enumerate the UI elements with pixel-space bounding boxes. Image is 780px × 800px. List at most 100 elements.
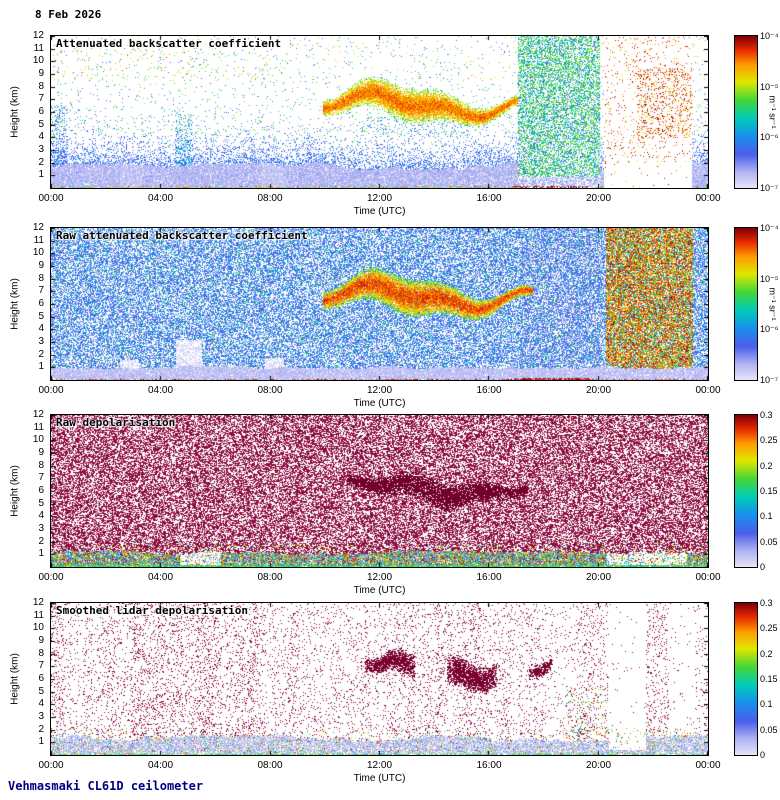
y-tick-label: 4 — [38, 510, 44, 522]
panel-raw-depolarisation: Height (km) 12 11 10 9 8 7 6 5 4 3 2 1 Raw depolari… — [0, 410, 780, 606]
colorbar-tick-label: 10⁻⁶ — [760, 132, 779, 143]
colorbar-canvas — [735, 36, 757, 188]
y-tick-label: 6 — [38, 673, 44, 684]
x-tick-label: 16:00 — [476, 193, 502, 204]
panel-title: Raw depolarisation — [56, 416, 176, 429]
colorbar-tick-label: 0.05 — [760, 724, 778, 735]
x-tick-label: 20:00 — [585, 385, 612, 396]
y-tick-label: 9 — [38, 635, 44, 646]
colorbar-tick-label: 10⁻⁵ — [760, 273, 779, 284]
x-tick-label: 00:00 — [38, 572, 64, 583]
colorbar-tick-labels: 10⁻⁴ 10⁻⁵ 10⁻⁶ 10⁻⁷ — [760, 224, 780, 385]
panel-title: Smoothed lidar depolarisation — [56, 604, 249, 617]
colorbar-tick-label: 0 — [760, 750, 766, 760]
y-tick-label: 5 — [38, 118, 44, 130]
colorbar — [734, 35, 758, 189]
panel-raw-attenuated-backscatter: Height (km) 12 11 10 9 8 7 6 5 4 3 2 1 Raw attenuat… — [0, 223, 780, 419]
y-tick-label: 1 — [38, 169, 44, 181]
y-tick-label: 8 — [38, 647, 44, 659]
colorbar-tick-label: 0.2 — [760, 460, 773, 471]
x-tick-label: 20:00 — [585, 572, 612, 583]
y-tick-label: 8 — [38, 272, 44, 284]
colorbar-tick-label: 0.15 — [760, 674, 778, 684]
colorbar-unit-label: m⁻¹ sr⁻¹ — [767, 287, 778, 321]
colorbar-tick-label: 0.05 — [760, 536, 778, 547]
y-tick-label: 5 — [38, 310, 44, 322]
y-axis-ticks: 12 11 10 9 8 7 6 5 4 3 2 1 — [0, 223, 46, 381]
x-tick-label: 20:00 — [585, 760, 612, 771]
y-tick-label: 10 — [32, 247, 44, 259]
heatmap-canvas-attenuated-backscatter — [51, 36, 708, 188]
x-tick-label: 04:00 — [147, 572, 174, 583]
colorbar-tick-label: 0.25 — [760, 623, 778, 634]
x-axis-label: Time (UTC) — [353, 773, 406, 784]
panel-smoothed-depolarisation: Height (km) 12 11 10 9 8 7 6 5 4 3 2 1 Smoothed lid… — [0, 598, 780, 794]
x-axis-label: Time (UTC) — [353, 206, 406, 217]
x-tick-label: 12:00 — [366, 193, 393, 204]
colorbar-canvas — [735, 603, 757, 755]
colorbar-tick-label: 0 — [760, 562, 766, 572]
plot-area: Smoothed lidar depolarisation — [50, 602, 709, 756]
y-tick-label: 5 — [38, 685, 44, 697]
x-tick-label: 04:00 — [147, 193, 174, 204]
colorbar-canvas — [735, 228, 757, 380]
colorbar-tick-label: 10⁻⁴ — [760, 31, 779, 41]
panel-title: Raw attenuated backscatter coefficient — [56, 229, 308, 242]
y-tick-label: 3 — [38, 144, 44, 155]
y-axis-ticks: 12 11 10 9 8 7 6 5 4 3 2 1 — [0, 31, 46, 189]
x-axis-label: Time (UTC) — [353, 585, 406, 596]
x-tick-label: 16:00 — [476, 760, 502, 771]
y-tick-label: 4 — [38, 131, 44, 143]
y-tick-label: 7 — [38, 472, 44, 484]
y-tick-label: 11 — [33, 42, 44, 54]
y-tick-label: 9 — [38, 68, 44, 79]
colorbar-tick-labels: 10⁻⁴ 10⁻⁵ 10⁻⁶ 10⁻⁷ — [760, 31, 780, 193]
x-tick-label: 08:00 — [257, 193, 283, 204]
colorbar-tick-label: 10⁻⁷ — [760, 183, 779, 193]
colorbar-tick-label: 10⁻⁵ — [760, 81, 779, 92]
panel-attenuated-backscatter: Height (km) 12 11 10 9 8 7 6 5 4 3 2 1 Attenuated b… — [0, 31, 780, 227]
heatmap-canvas-raw-backscatter — [51, 228, 708, 380]
y-tick-label: 12 — [32, 30, 44, 41]
y-tick-label: 8 — [38, 459, 44, 471]
colorbar — [734, 602, 758, 756]
x-tick-label: 00:00 — [38, 193, 64, 204]
x-tick-label: 12:00 — [366, 760, 393, 771]
x-tick-label: 16:00 — [476, 572, 502, 583]
colorbar — [734, 227, 758, 381]
panel-title: Attenuated backscatter coefficient — [56, 37, 282, 50]
x-tick-label: 08:00 — [257, 385, 283, 396]
colorbar-unit-label: m⁻¹ sr⁻¹ — [767, 95, 778, 129]
colorbar-tick-label: 0.2 — [760, 648, 773, 659]
x-tick-label: 16:00 — [476, 385, 502, 396]
colorbar-tick-label: 0.3 — [760, 598, 773, 608]
heatmap-canvas-raw-depolarisation — [51, 415, 708, 567]
y-tick-label: 7 — [38, 93, 44, 105]
colorbar-tick-labels: 0.3 0.25 0.2 0.15 0.1 0.05 0 — [760, 411, 780, 572]
y-tick-label: 6 — [38, 298, 44, 309]
plot-area: Raw depolarisation — [50, 414, 709, 568]
y-tick-label: 6 — [38, 106, 44, 117]
y-tick-label: 11 — [33, 609, 44, 621]
y-tick-label: 5 — [38, 497, 44, 509]
x-tick-label: 12:00 — [366, 385, 393, 396]
colorbar-tick-label: 10⁻⁶ — [760, 324, 779, 335]
colorbar-canvas — [735, 415, 757, 567]
y-tick-label: 10 — [32, 434, 44, 446]
y-tick-label: 3 — [38, 336, 44, 347]
y-tick-label: 1 — [38, 548, 44, 560]
y-tick-label: 7 — [38, 285, 44, 297]
x-tick-label: 00:00 — [695, 193, 721, 204]
y-tick-label: 2 — [38, 723, 44, 735]
y-tick-label: 8 — [38, 80, 44, 92]
x-tick-label: 00:00 — [38, 385, 64, 396]
y-tick-label: 2 — [38, 156, 44, 168]
x-tick-label: 00:00 — [38, 760, 64, 771]
y-tick-label: 3 — [38, 523, 44, 534]
y-tick-label: 4 — [38, 323, 44, 335]
x-tick-label: 00:00 — [695, 760, 721, 771]
x-tick-label: 20:00 — [585, 193, 612, 204]
x-tick-label: 08:00 — [257, 760, 283, 771]
x-axis-label: Time (UTC) — [353, 398, 406, 409]
